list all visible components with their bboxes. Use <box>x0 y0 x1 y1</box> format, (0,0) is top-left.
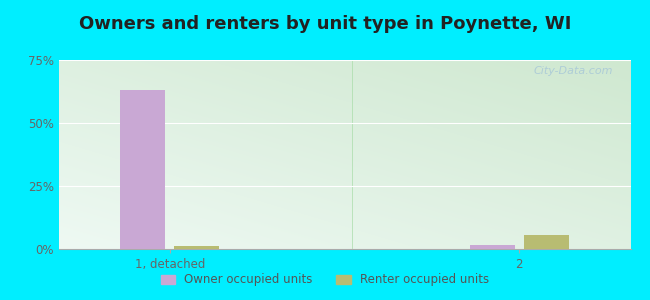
Text: Owners and renters by unit type in Poynette, WI: Owners and renters by unit type in Poyne… <box>79 15 571 33</box>
Bar <box>174 247 219 249</box>
Legend: Owner occupied units, Renter occupied units: Owner occupied units, Renter occupied un… <box>156 269 494 291</box>
Bar <box>470 245 515 249</box>
Text: City-Data.com: City-Data.com <box>534 66 614 76</box>
Bar <box>120 90 165 249</box>
Bar <box>524 235 569 249</box>
